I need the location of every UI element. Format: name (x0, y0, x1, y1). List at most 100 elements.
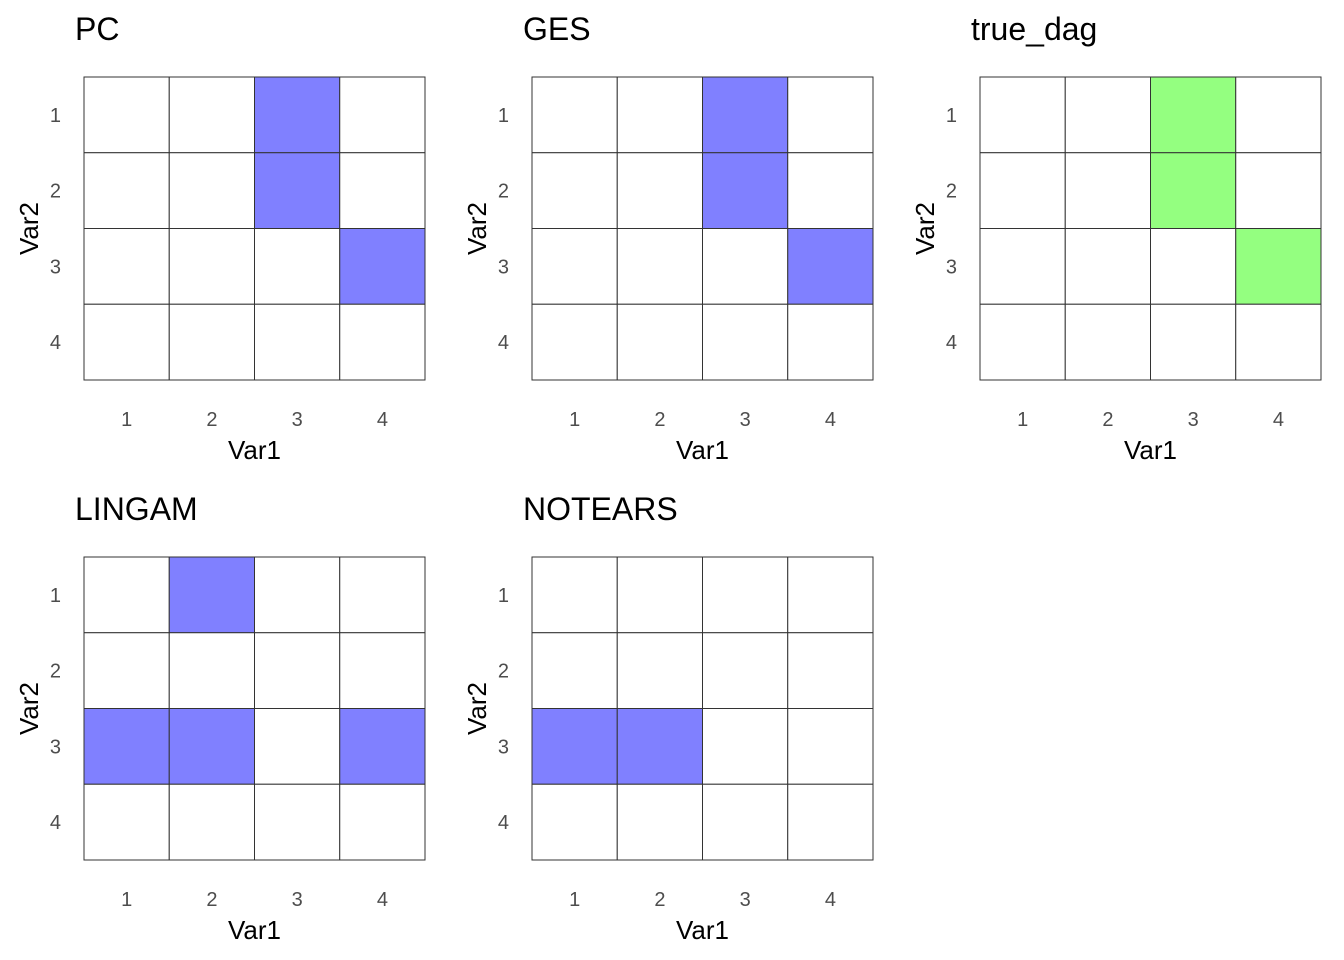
heatmap-cell-empty (1064, 76, 1151, 154)
heatmap-cell-edge (787, 228, 874, 305)
y-tick-label: 4 (498, 332, 509, 354)
x-tick-label: 2 (654, 889, 665, 911)
heatmap-cell-empty (616, 228, 703, 305)
heatmap-cell-empty (787, 632, 874, 709)
heatmap-cell-empty (254, 303, 341, 381)
y-axis-label: Var2 (14, 202, 44, 255)
heatmap-cell-edge (702, 152, 789, 229)
heatmap-cell-empty (787, 556, 874, 634)
x-axis-label: Var1 (228, 435, 281, 465)
heatmap-cell-empty (979, 152, 1066, 229)
heatmap-cell-empty (702, 708, 789, 785)
heatmap-cell-empty (702, 632, 789, 709)
heatmap-cell-empty (83, 783, 170, 861)
heatmap-cell-empty (531, 76, 618, 154)
heatmap-cell-empty (616, 783, 703, 861)
heatmap-cell-empty (83, 303, 170, 381)
heatmap-cell-empty (787, 708, 874, 785)
x-axis-label: Var1 (676, 915, 729, 945)
heatmap-cell-empty (83, 556, 170, 634)
x-tick-label: 2 (206, 889, 217, 911)
heatmap-cell-empty (168, 303, 255, 381)
heatmap-cell-empty (1235, 152, 1322, 229)
heatmap-cell-edge (531, 708, 618, 785)
heatmap-cell-empty (254, 556, 341, 634)
heatmap-cell-empty (339, 556, 426, 634)
y-axis-label: Var2 (462, 682, 492, 735)
heatmap-cell-empty (83, 76, 170, 154)
heatmap-cell-empty (616, 303, 703, 381)
x-tick-label: 4 (1273, 409, 1284, 431)
heatmap-cell-edge (1235, 228, 1322, 305)
heatmap-cell-empty (531, 152, 618, 229)
x-tick-label: 3 (740, 889, 751, 911)
y-tick-label: 2 (50, 661, 61, 683)
heatmap-cell-empty (339, 632, 426, 709)
heatmap-cell-edge (254, 76, 341, 154)
heatmap-cell-empty (979, 228, 1066, 305)
heatmap-cell-edge (168, 708, 255, 785)
heatmap-cell-empty (83, 152, 170, 229)
x-tick-label: 2 (654, 409, 665, 431)
y-tick-label: 1 (50, 105, 61, 127)
heatmap-cell-empty (254, 708, 341, 785)
x-tick-label: 1 (569, 409, 580, 431)
heatmap-cell-empty (168, 783, 255, 861)
x-axis-label: Var1 (676, 435, 729, 465)
heatmap-cell-empty (339, 303, 426, 381)
y-tick-label: 1 (946, 105, 957, 127)
y-tick-label: 2 (50, 181, 61, 203)
y-tick-label: 3 (946, 256, 957, 278)
heatmap-cell-empty (787, 303, 874, 381)
heatmap-cell-empty (787, 152, 874, 229)
heatmap-cell-empty (616, 152, 703, 229)
heatmap-cell-empty (531, 303, 618, 381)
y-axis-label: Var2 (14, 682, 44, 735)
heatmap-cell-empty (254, 228, 341, 305)
heatmap-cell-empty (531, 228, 618, 305)
y-axis-label: Var2 (462, 202, 492, 255)
heatmap-cell-empty (531, 556, 618, 634)
x-tick-label: 1 (1017, 409, 1028, 431)
heatmap-cell-empty (254, 783, 341, 861)
x-tick-label: 1 (121, 889, 132, 911)
x-axis-label: Var1 (1124, 435, 1177, 465)
y-tick-label: 2 (498, 661, 509, 683)
heatmap-cell-empty (168, 152, 255, 229)
x-tick-label: 3 (292, 409, 303, 431)
heatmap-cell-empty (979, 303, 1066, 381)
x-tick-label: 2 (206, 409, 217, 431)
heatmap-cell-empty (702, 783, 789, 861)
heatmap-cell-empty (1064, 303, 1151, 381)
y-axis-label: Var2 (910, 202, 940, 255)
heatmap-cell-empty (1235, 76, 1322, 154)
heatmap-cell-empty (616, 632, 703, 709)
panel-title: LINGAM (75, 491, 198, 527)
panel-title: GES (523, 11, 591, 47)
y-tick-label: 1 (50, 585, 61, 607)
heatmap-cell-empty (339, 76, 426, 154)
y-tick-label: 4 (498, 812, 509, 834)
heatmap-cell-empty (168, 632, 255, 709)
y-tick-label: 1 (498, 105, 509, 127)
heatmap-cell-empty (702, 556, 789, 634)
heatmap-cell-empty (168, 76, 255, 154)
heatmap-cell-empty (616, 76, 703, 154)
heatmap-cell-empty (702, 303, 789, 381)
heatmap-cell-empty (83, 632, 170, 709)
panel-title: PC (75, 11, 119, 47)
y-tick-label: 2 (498, 181, 509, 203)
panel-title: true_dag (971, 11, 1097, 47)
y-tick-label: 3 (498, 736, 509, 758)
y-tick-label: 3 (498, 256, 509, 278)
y-tick-label: 3 (50, 736, 61, 758)
heatmap-cell-empty (531, 632, 618, 709)
heatmap-cell-empty (339, 152, 426, 229)
heatmap-cell-empty (787, 76, 874, 154)
heatmap-cell-empty (702, 228, 789, 305)
y-tick-label: 4 (50, 812, 61, 834)
heatmap-cell-edge (616, 708, 703, 785)
x-tick-label: 4 (377, 409, 388, 431)
heatmap-cell-edge (339, 228, 426, 305)
